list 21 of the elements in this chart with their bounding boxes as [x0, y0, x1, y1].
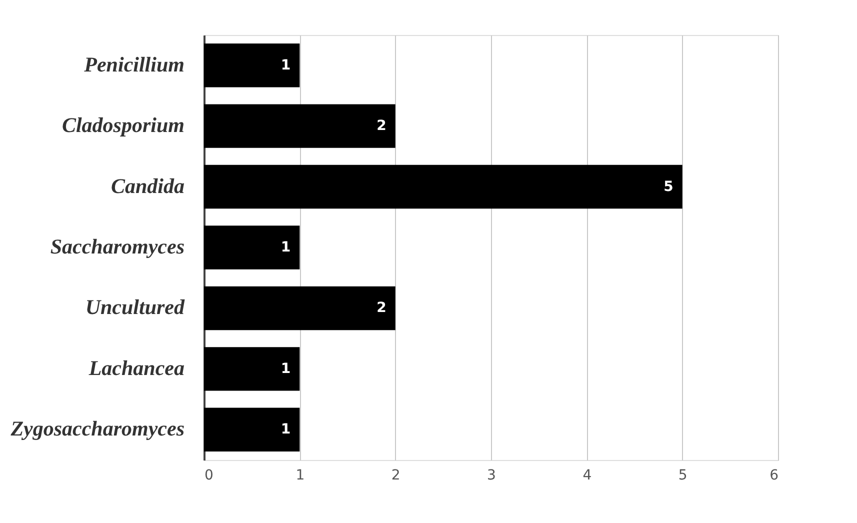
- x-tick-label: 0: [204, 468, 214, 484]
- y-tick-label: Saccharomyces: [50, 234, 184, 258]
- y-tick-label: Uncultured: [85, 295, 185, 320]
- x-tick-label: 6: [770, 468, 779, 484]
- x-tick-label: 4: [582, 468, 592, 484]
- data-label: 1: [280, 240, 291, 256]
- y-tick-label: Zygosaccharomyces: [10, 416, 184, 441]
- x-tick-label: 2: [391, 468, 400, 484]
- data-label: 1: [280, 422, 291, 438]
- data-label: 2: [376, 300, 386, 316]
- y-tick-label: Lachancea: [88, 356, 184, 380]
- y-tick-label: Penicillium: [83, 52, 184, 76]
- y-tick-label: Cladosporium: [62, 113, 184, 138]
- x-tick-label: 5: [678, 468, 688, 484]
- data-label: 1: [280, 57, 291, 74]
- y-tick-label: Candida: [110, 174, 184, 198]
- x-tick-label: 1: [296, 468, 305, 484]
- data-label: 5: [664, 178, 674, 195]
- x-tick-label: 3: [487, 468, 496, 484]
- data-label: 2: [376, 118, 386, 134]
- data-label: 1: [280, 360, 291, 377]
